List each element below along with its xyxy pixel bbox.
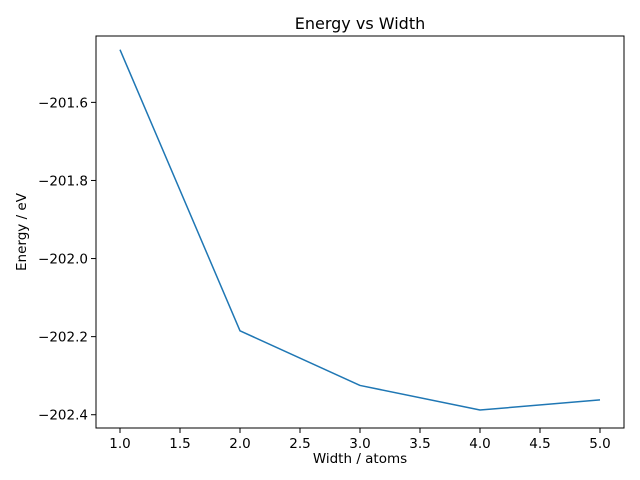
chart-title: Energy vs Width <box>295 14 425 33</box>
y-tick-label: −201.8 <box>38 173 88 189</box>
x-tick-label: 4.5 <box>529 436 550 452</box>
y-tick-label: −202.0 <box>38 252 88 268</box>
y-tick-label: −202.4 <box>38 408 88 424</box>
series-layer <box>119 49 601 411</box>
x-axis-ticks: 1.0 1.5 2.0 2.5 3.0 3.5 4.0 4.5 5.0 <box>109 428 611 452</box>
y-tick-label: −201.6 <box>38 95 88 111</box>
x-tick-label: 2.0 <box>229 436 250 452</box>
y-axis-ticks: −201.6 −201.8 −202.0 −202.2 −202.4 <box>38 95 96 424</box>
x-tick-label: 1.0 <box>109 436 130 452</box>
x-axis-label: Width / atoms <box>313 451 407 467</box>
x-tick-label: 4.0 <box>469 436 490 452</box>
y-tick-label: −202.2 <box>38 330 88 346</box>
x-tick-label: 3.5 <box>409 436 430 452</box>
series-line <box>119 49 601 411</box>
x-tick-label: 3.0 <box>349 436 370 452</box>
x-tick-label: 2.5 <box>289 436 310 452</box>
plot-frame <box>95 35 625 429</box>
x-tick-label: 1.5 <box>169 436 190 452</box>
y-axis-label: Energy / eV <box>14 192 30 271</box>
x-tick-label: 5.0 <box>589 436 610 452</box>
